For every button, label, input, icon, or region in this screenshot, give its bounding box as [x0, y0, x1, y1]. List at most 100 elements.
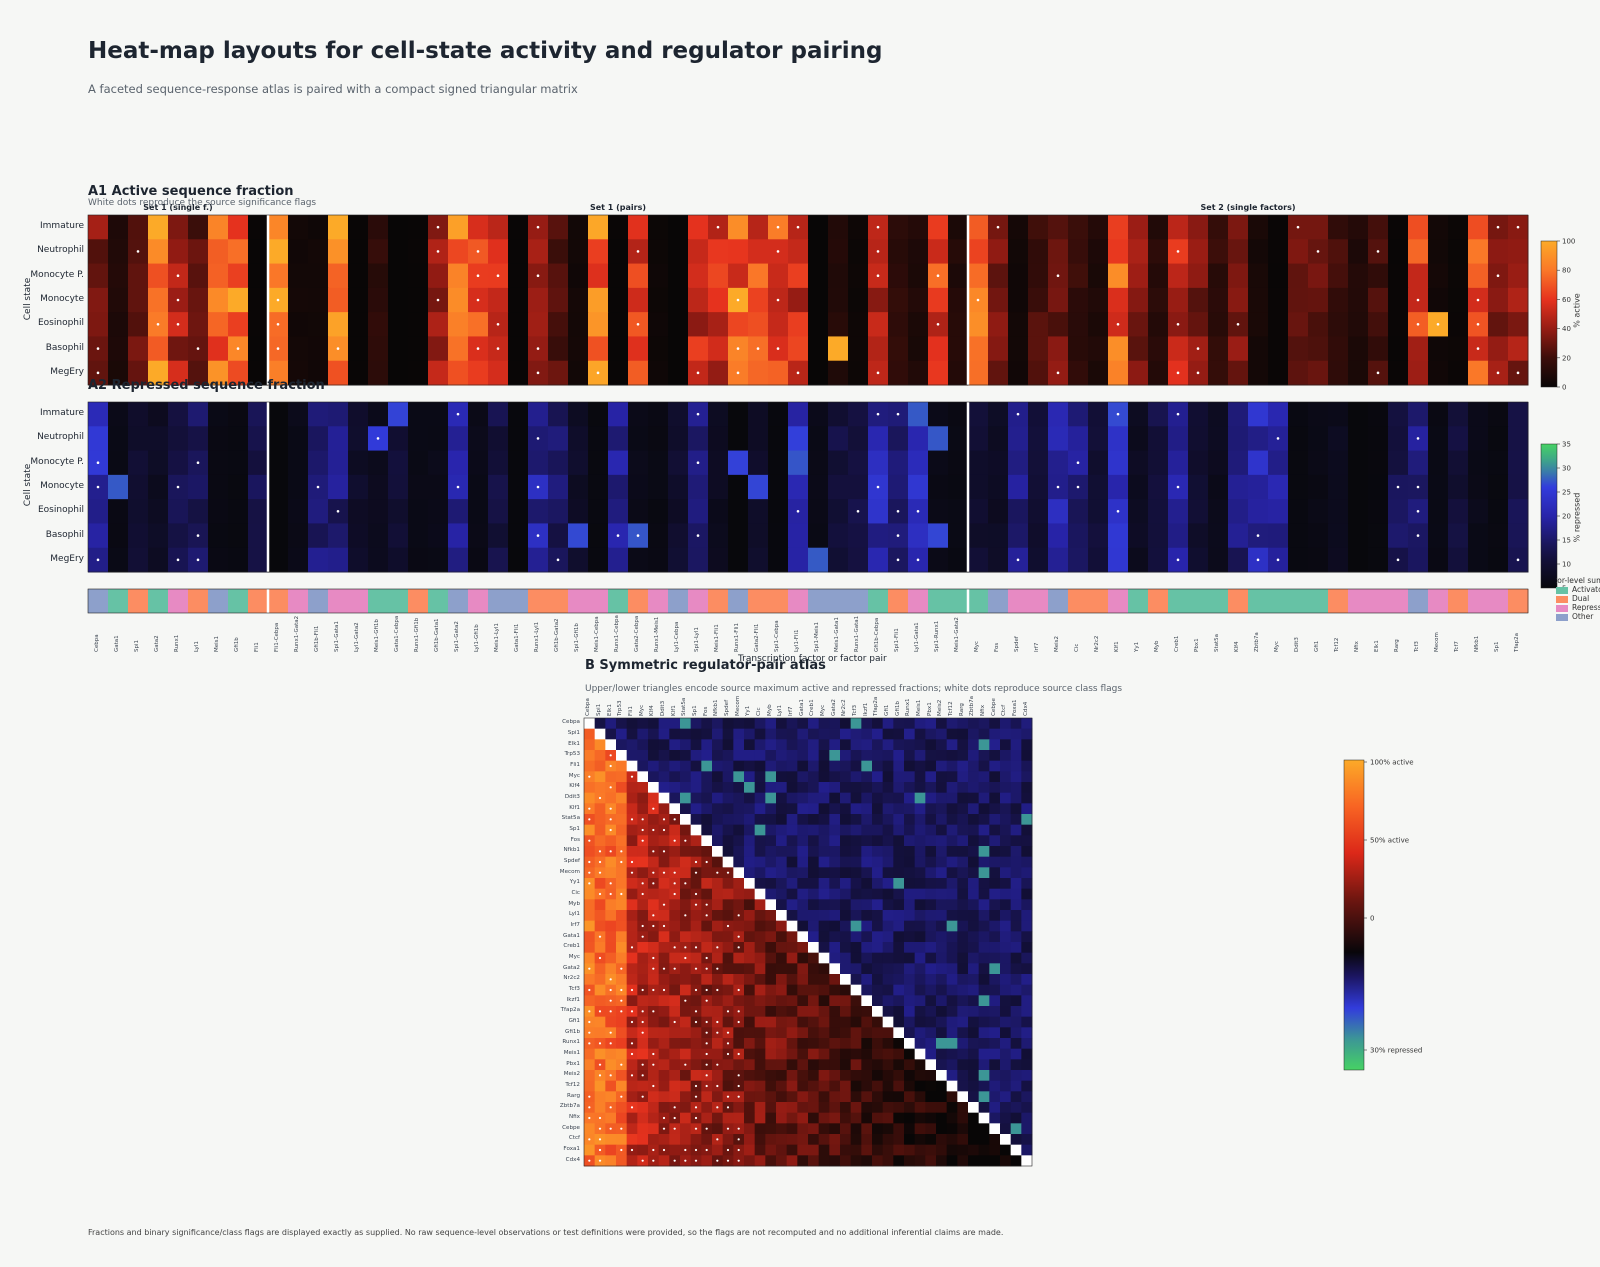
atlas-column-label: Gata2: [830, 699, 837, 716]
class-cell: [868, 589, 889, 613]
atlas-cell: [872, 792, 884, 804]
significance-dot: [1056, 371, 1060, 375]
atlas-cell: [914, 782, 926, 794]
atlas-cell: [829, 803, 841, 815]
atlas-cell: [893, 995, 905, 1007]
atlas-cell: [701, 878, 713, 890]
heatmap-cell: [1228, 239, 1249, 265]
atlas-cell: [722, 1070, 734, 1082]
class-flag-dot: [598, 860, 602, 864]
atlas-cell: [754, 1070, 766, 1082]
atlas-cell: [936, 760, 948, 772]
heatmap-cell: [388, 402, 409, 427]
class-cell: [808, 589, 829, 613]
heatmap-cell: [1128, 547, 1149, 573]
class-flag-dot: [641, 882, 644, 885]
atlas-cell: [1000, 856, 1012, 868]
atlas-cell: [744, 920, 756, 932]
class-cell: [888, 589, 909, 613]
heatmap-cell: [828, 336, 849, 362]
heatmap-cell: [528, 547, 549, 573]
atlas-cell: [925, 846, 937, 858]
atlas-cell: [914, 718, 926, 730]
heatmap-cell: [188, 239, 209, 265]
atlas-cell: [722, 931, 734, 943]
atlas-cell: [925, 952, 937, 964]
atlas-cell: [594, 1048, 606, 1060]
atlas-cell: [797, 1070, 809, 1082]
atlas-cell: [946, 1070, 958, 1082]
atlas-cell: [957, 835, 969, 847]
atlas-cell: [872, 974, 884, 986]
row-label: Monocyte: [40, 481, 84, 491]
panel-a2-title: A2 Repressed sequence fraction: [88, 378, 325, 393]
atlas-cell: [637, 1134, 649, 1146]
atlas-cell: [616, 867, 628, 879]
atlas-cell: [818, 1027, 830, 1039]
heatmap-cell: [348, 547, 369, 573]
atlas-cell: [893, 856, 905, 868]
atlas-cell: [850, 1123, 862, 1135]
heatmap-cell: [1008, 263, 1029, 289]
heatmap-cell: [1028, 239, 1049, 265]
class-cell: [1308, 589, 1329, 613]
atlas-cell: [893, 718, 905, 730]
atlas-cell: [1000, 920, 1012, 932]
colorbar-tick-label: 100% active: [1370, 759, 1414, 767]
heatmap-cell: [948, 215, 969, 240]
atlas-cell: [658, 1155, 670, 1167]
atlas-cell: [861, 1070, 873, 1082]
atlas-column-label: Ddit3: [660, 700, 666, 716]
atlas-cell: [754, 995, 766, 1007]
atlas-cell: [989, 1134, 1001, 1146]
atlas-cell: [872, 1080, 884, 1092]
atlas-cell: [850, 835, 862, 847]
atlas-cell: [680, 899, 692, 911]
atlas-cell: [712, 952, 724, 964]
atlas-cell: [808, 1016, 820, 1028]
heatmap-cell: [188, 287, 209, 313]
atlas-cell: [797, 920, 809, 932]
class-flag-dot: [673, 882, 676, 885]
atlas-cell: [818, 1123, 830, 1135]
heatmap-cell: [1348, 360, 1369, 386]
atlas-column-label: Cebpa: [585, 698, 592, 716]
heatmap-cell: [448, 263, 469, 289]
atlas-cell: [840, 728, 852, 740]
atlas-cell: [840, 888, 852, 900]
atlas-cell: [861, 1048, 873, 1060]
atlas-cell: [616, 1038, 628, 1050]
atlas-cell: [1000, 1091, 1012, 1103]
atlas-cell: [1000, 1070, 1012, 1082]
atlas-cell: [1010, 920, 1022, 932]
colorbar-tick-label: 25: [1562, 489, 1571, 497]
heatmap-cell: [1408, 402, 1429, 427]
atlas-cell: [754, 952, 766, 964]
class-flag-dot: [716, 1106, 719, 1109]
significance-dot: [1476, 322, 1480, 326]
atlas-cell: [786, 750, 798, 762]
atlas-cell: [722, 856, 734, 868]
atlas-cell: [701, 931, 713, 943]
atlas-cell: [680, 846, 692, 858]
atlas-cell: [850, 782, 862, 794]
atlas-cell: [786, 1006, 798, 1018]
heatmap-cell: [108, 547, 129, 573]
atlas-cell: [818, 1134, 830, 1146]
class-flag-dot: [694, 967, 698, 970]
heatmap-cell: [148, 499, 169, 524]
heatmap-cell: [628, 474, 649, 500]
column-label: Runx1-Gata1: [854, 615, 860, 652]
atlas-cell: [637, 1112, 649, 1124]
heatmap-cell: [308, 336, 329, 362]
atlas-cell: [637, 771, 649, 783]
column-label: Runx1-Meis1: [654, 616, 660, 652]
atlas-cell: [882, 1016, 894, 1028]
column-label: Spdef: [1014, 636, 1020, 652]
heatmap-cell: [1048, 336, 1069, 362]
heatmap-cell: [828, 523, 849, 549]
atlas-cell: [978, 1016, 990, 1028]
atlas-cell: [829, 1080, 841, 1092]
atlas-cell: [957, 814, 969, 826]
heatmap-cell: [908, 426, 929, 452]
